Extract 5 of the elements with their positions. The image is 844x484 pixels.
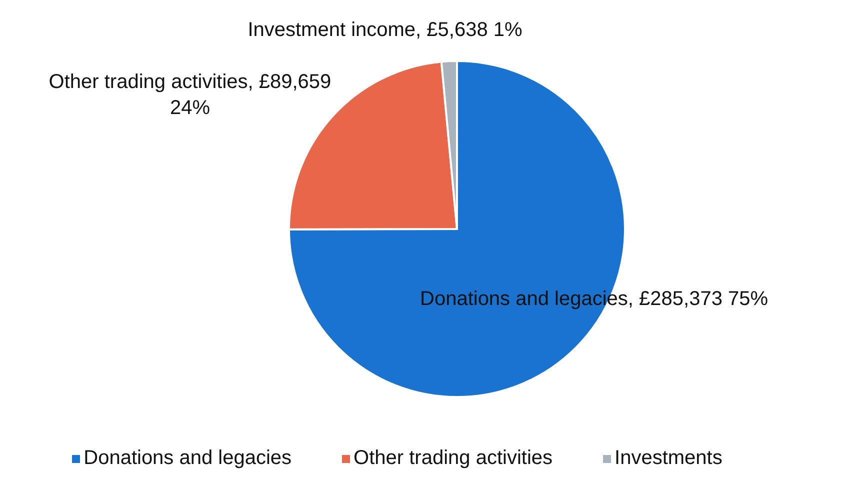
legend-label: Donations and legacies bbox=[84, 447, 292, 469]
legend-label: Investments bbox=[614, 447, 722, 469]
legend-label: Other trading activities bbox=[354, 447, 553, 469]
data-label: Other trading activities, £89,659 24% bbox=[48, 71, 332, 119]
data-label: Investment income, £5,638 1% bbox=[248, 19, 523, 41]
